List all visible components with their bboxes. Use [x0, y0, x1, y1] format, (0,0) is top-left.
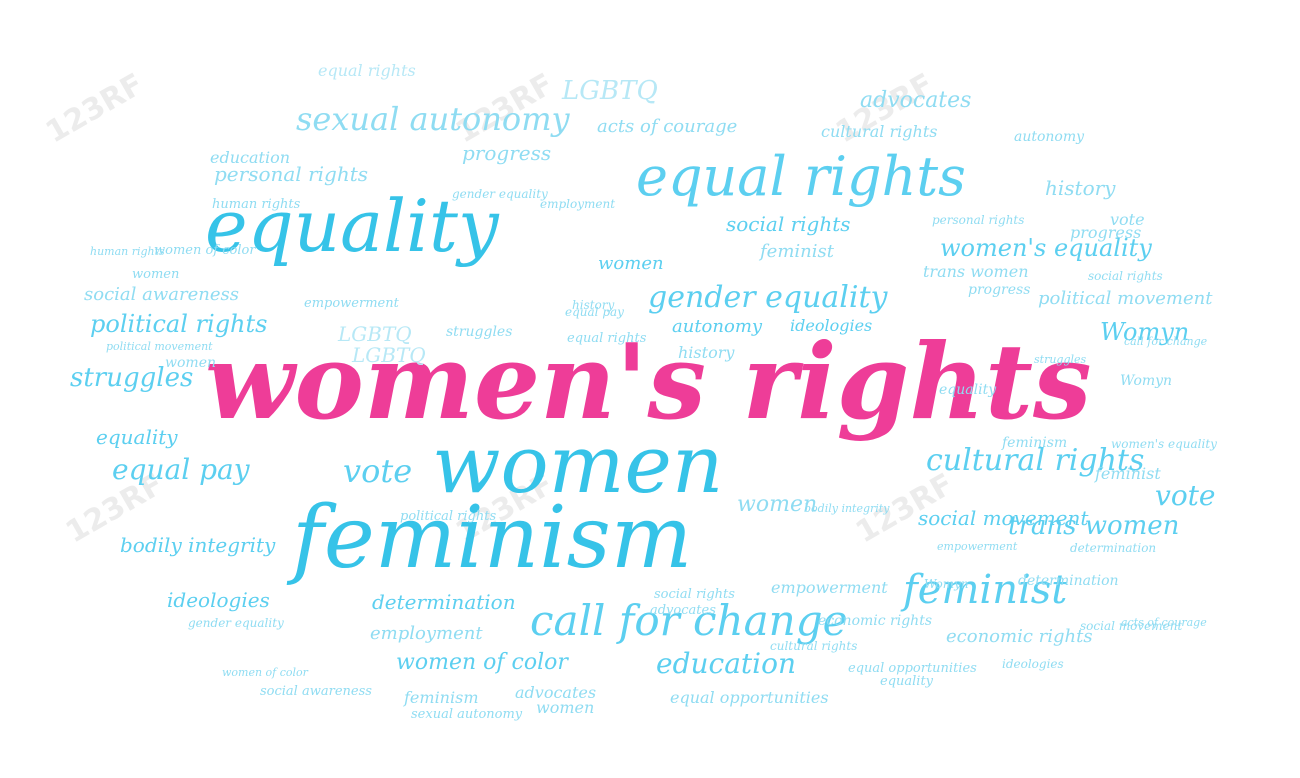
cloud-word: political rights [90, 310, 268, 338]
cloud-word: LGBTQ [562, 76, 658, 106]
cloud-word: call for change [530, 596, 848, 645]
cloud-word: equality [205, 184, 499, 268]
cloud-word: feminist [760, 241, 834, 262]
cloud-word: cultural rights [821, 122, 938, 141]
cloud-word: LGBTQ [338, 322, 412, 346]
cloud-word: empowerment [304, 296, 399, 311]
cloud-word: Womyn [1120, 373, 1173, 389]
cloud-word: progress [1070, 223, 1142, 242]
cloud-word: gender equality [648, 280, 888, 315]
cloud-word: women of color [154, 243, 256, 258]
cloud-word: bodily integrity [120, 533, 276, 557]
cloud-word: women [132, 267, 180, 282]
cloud-word: call for change [1124, 335, 1208, 348]
cloud-word: social awareness [84, 284, 239, 305]
cloud-word: history [678, 343, 735, 362]
cloud-word: ideologies [167, 588, 270, 612]
cloud-word: employment [370, 623, 483, 644]
cloud-word: bodily integrity [804, 502, 890, 515]
cloud-word: cultural rights [926, 443, 1145, 478]
cloud-word: personal rights [932, 213, 1025, 227]
cloud-word: acts of courage [1121, 616, 1207, 629]
cloud-word: women of color [396, 650, 568, 675]
cloud-word: political rights [400, 509, 497, 524]
cloud-word: determination [1018, 573, 1119, 589]
cloud-word: social movement [918, 506, 1089, 530]
cloud-word: women [432, 418, 724, 511]
cloud-word: human rights [90, 245, 165, 258]
cloud-word: equal rights [567, 331, 647, 346]
cloud-word: education [656, 647, 796, 680]
cloud-word: history [1045, 176, 1116, 200]
cloud-word: progress [968, 282, 1031, 298]
cloud-word: feminist [903, 567, 1068, 613]
cloud-word: equality [880, 674, 934, 689]
cloud-word: employment [540, 197, 616, 211]
cloud-word: equal opportunities [848, 661, 977, 676]
cloud-word: Womyn [1100, 318, 1190, 346]
cloud-word: acts of courage [597, 116, 738, 137]
cloud-word: vote [1110, 210, 1145, 229]
cloud-word: feminist [1095, 464, 1161, 483]
cloud-word: equality [96, 425, 178, 449]
cloud-word: determination [1070, 541, 1157, 555]
cloud-word: LGBTQ [352, 343, 426, 367]
cloud-word: history [572, 298, 615, 312]
cloud-word: women [737, 492, 818, 517]
cloud-word: sexual autonomy [411, 707, 523, 722]
cloud-word: advocates [515, 683, 597, 702]
cloud-word: equality [939, 382, 997, 398]
cloud-word: gender equality [188, 616, 284, 630]
cloud-word: women's equality [940, 234, 1152, 262]
cloud-word: women's equality [1111, 437, 1217, 451]
cloud-word: struggles [1034, 353, 1087, 366]
cloud-word: vote [1155, 479, 1216, 512]
cloud-word: political movement [1038, 288, 1213, 309]
cloud-word: equal opportunities [670, 688, 829, 707]
cloud-word: empowerment [937, 540, 1018, 553]
cloud-word: political movement [106, 340, 213, 353]
cloud-word: gender equality [452, 187, 548, 201]
cloud-word: equal pay [565, 305, 624, 319]
cloud-word: women [598, 253, 664, 274]
cloud-word: women [165, 355, 216, 371]
cloud-word: struggles [70, 363, 194, 393]
cloud-word: education [210, 148, 290, 167]
cloud-word: feminism [292, 488, 693, 588]
cloud-word: social rights [726, 212, 851, 236]
cloud-word: personal rights [214, 162, 369, 186]
cloud-word: social rights [1088, 269, 1163, 283]
cloud-word: autonomy [1014, 129, 1085, 145]
cloud-word: cultural rights [770, 639, 858, 653]
cloud-word: autonomy [672, 316, 763, 337]
cloud-word: trans women [923, 262, 1029, 281]
cloud-word: social movement [1080, 619, 1183, 633]
cloud-word: economic rights [946, 626, 1093, 647]
cloud-word: ideologies [1002, 657, 1064, 671]
cloud-word: equal rights [318, 61, 416, 80]
cloud-word: advocates [860, 88, 972, 113]
cloud-word: struggles [446, 324, 513, 340]
cloud-word: sexual autonomy [296, 100, 570, 138]
cloud-word: feminism [1002, 435, 1068, 451]
cloud-word: vote [343, 452, 413, 490]
cloud-word: determination [372, 590, 516, 614]
cloud-word: ideologies [790, 316, 873, 335]
cloud-word: women of color [222, 666, 308, 679]
cloud-word: economic rights [818, 613, 933, 629]
cloud-word: social awareness [260, 684, 372, 699]
cloud-word: equal pay [112, 453, 250, 486]
cloud-word: human rights [212, 197, 301, 212]
cloud-word: empowerment [771, 578, 888, 597]
cloud-word: progress [462, 141, 552, 165]
cloud-word: social rights [654, 587, 735, 602]
cloud-word: Womyn [924, 577, 969, 591]
cloud-word: trans women [1008, 511, 1180, 541]
cloud-word: women [536, 698, 595, 717]
cloud-word: advocates [650, 603, 716, 618]
cloud-word: equal rights [636, 145, 966, 208]
cloud-word: feminism [404, 688, 479, 707]
main-word: women's rights [205, 320, 1092, 443]
